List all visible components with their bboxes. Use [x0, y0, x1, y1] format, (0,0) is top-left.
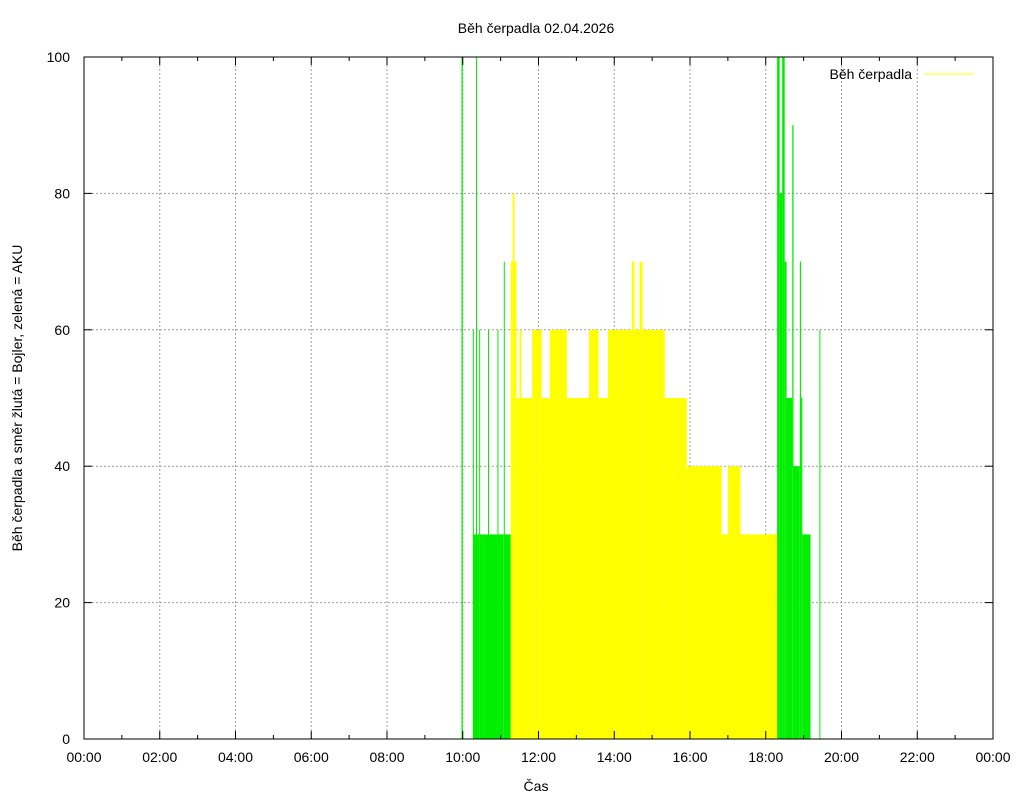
- segment-aku: [479, 329, 481, 739]
- y-axis-label: Běh čerpadla a směr žlutá = Bojler, zele…: [9, 245, 25, 552]
- segment-aku: [793, 466, 800, 739]
- x-tick-label: 08:00: [369, 749, 404, 765]
- segment-aku: [476, 57, 478, 739]
- segment-aku: [498, 534, 504, 739]
- x-tick-label: 02:00: [142, 749, 177, 765]
- segment-aku: [777, 57, 780, 739]
- segment-aku: [497, 329, 499, 739]
- segment-bojler: [631, 261, 635, 739]
- x-tick-label: 04:00: [218, 749, 253, 765]
- x-tick-label: 00:00: [975, 749, 1010, 765]
- x-tick-label: 16:00: [672, 749, 707, 765]
- segment-bojler: [598, 398, 608, 739]
- series-aku: [461, 57, 821, 739]
- segment-bojler: [642, 329, 665, 739]
- segment-aku: [786, 398, 793, 739]
- segment-aku: [473, 534, 477, 739]
- segment-bojler: [740, 534, 778, 739]
- y-tick-labels: 0 20 40 60 80 100: [47, 49, 71, 747]
- segment-bojler: [510, 261, 513, 739]
- segment-aku: [472, 329, 474, 739]
- y-tick-label: 40: [54, 458, 70, 474]
- segment-aku: [479, 534, 484, 739]
- axis-ticks: [83, 56, 994, 740]
- segment-bojler: [639, 261, 643, 739]
- segment-bojler: [566, 398, 589, 739]
- segment-aku: [488, 329, 489, 739]
- x-tick-label: 00:00: [66, 749, 101, 765]
- segment-bojler: [634, 329, 640, 739]
- legend: Běh čerpadla: [829, 66, 974, 82]
- chart-title: Běh čerpadla 02.04.2026: [458, 20, 615, 36]
- x-tick-label: 18:00: [748, 749, 783, 765]
- segment-bojler: [727, 466, 741, 739]
- segment-aku: [779, 193, 783, 739]
- segment-aku: [799, 261, 802, 739]
- segment-bojler: [514, 261, 517, 739]
- segment-aku: [802, 534, 811, 739]
- x-tick-label: 22:00: [900, 749, 935, 765]
- segment-bojler: [607, 329, 632, 739]
- segment-aku: [483, 534, 485, 739]
- x-tick-label: 06:00: [294, 749, 329, 765]
- x-tick-labels: 00:00 02:00 04:00 06:00 08:00 10:00 12:00 14:00…: [66, 749, 1010, 765]
- x-tick-label: 12:00: [521, 749, 556, 765]
- segment-aku: [801, 398, 803, 739]
- segment-bojler: [532, 329, 542, 739]
- segment-aku: [461, 57, 463, 739]
- x-tick-label: 10:00: [445, 749, 480, 765]
- segment-aku: [504, 534, 511, 739]
- segment-bojler: [516, 398, 520, 739]
- segment-bojler: [721, 534, 728, 739]
- segment-bojler: [686, 466, 722, 739]
- legend-label: Běh čerpadla: [829, 66, 912, 82]
- x-tick-label: 20:00: [824, 749, 859, 765]
- segment-bojler: [512, 193, 515, 739]
- segment-aku: [476, 534, 480, 739]
- segment-aku: [488, 534, 498, 739]
- x-axis-label: Čas: [524, 778, 549, 794]
- segment-aku: [792, 125, 794, 739]
- segment-bojler: [664, 398, 687, 739]
- y-tick-label: 100: [47, 49, 71, 65]
- data-area: [461, 57, 821, 739]
- segment-aku: [819, 329, 821, 739]
- segment-aku: [782, 57, 785, 739]
- x-tick-label: 14:00: [597, 749, 632, 765]
- y-tick-label: 60: [54, 322, 70, 338]
- y-tick-label: 20: [54, 595, 70, 611]
- segment-bojler: [519, 329, 522, 739]
- segment-bojler: [521, 398, 533, 739]
- series-bojler: [510, 193, 778, 739]
- segment-aku: [784, 261, 787, 739]
- y-tick-label: 0: [62, 731, 70, 747]
- y-tick-label: 80: [54, 185, 70, 201]
- segment-aku: [484, 534, 488, 739]
- segment-aku: [503, 261, 505, 739]
- segment-bojler: [549, 329, 567, 739]
- segment-bojler: [541, 398, 550, 739]
- segment-bojler: [589, 329, 599, 739]
